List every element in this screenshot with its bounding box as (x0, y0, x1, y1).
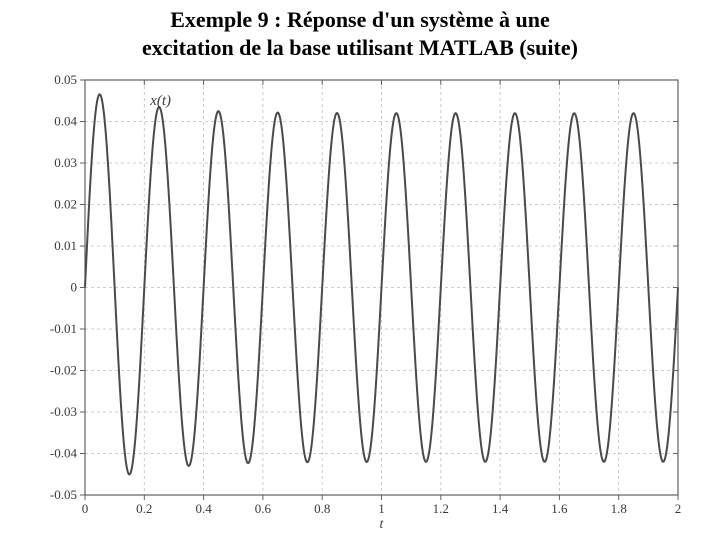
svg-text:-0.02: -0.02 (50, 363, 77, 378)
svg-text:0.6: 0.6 (255, 501, 272, 516)
title-line-2: excitation de la base utilisant MATLAB (… (142, 35, 578, 60)
svg-text:-0.05: -0.05 (50, 487, 77, 502)
x-axis-label: t (380, 517, 385, 530)
svg-text:0.03: 0.03 (54, 155, 77, 170)
svg-text:0: 0 (71, 280, 78, 295)
response-chart: 0 0.2 0.4 0.6 0.8 1 1.2 1.4 1.6 1.8 2 -0.05 -0.04 -0.… (30, 70, 690, 530)
page-root: Exemple 9 : Réponse d'un système à une e… (0, 0, 720, 540)
title-line-1: Exemple 9 : Réponse d'un système à une (170, 7, 550, 32)
svg-text:0: 0 (82, 501, 89, 516)
svg-text:1: 1 (378, 501, 385, 516)
svg-text:2: 2 (675, 501, 682, 516)
svg-text:0.2: 0.2 (136, 501, 152, 516)
svg-text:0.4: 0.4 (195, 501, 212, 516)
svg-text:1.2: 1.2 (433, 501, 449, 516)
svg-text:1.4: 1.4 (492, 501, 509, 516)
series-label: x(t) (149, 93, 171, 109)
svg-text:0.02: 0.02 (54, 197, 77, 212)
svg-text:-0.04: -0.04 (50, 446, 78, 461)
svg-text:-0.03: -0.03 (50, 404, 77, 419)
svg-text:1.8: 1.8 (611, 501, 627, 516)
svg-text:1.6: 1.6 (551, 501, 568, 516)
page-title: Exemple 9 : Réponse d'un système à une e… (0, 6, 720, 61)
svg-text:0.04: 0.04 (54, 114, 77, 129)
svg-text:0.01: 0.01 (54, 238, 77, 253)
chart-svg: 0 0.2 0.4 0.6 0.8 1 1.2 1.4 1.6 1.8 2 -0.05 -0.04 -0.… (30, 70, 690, 530)
svg-text:0.8: 0.8 (314, 501, 330, 516)
svg-text:-0.01: -0.01 (50, 321, 77, 336)
svg-text:0.05: 0.05 (54, 72, 77, 87)
